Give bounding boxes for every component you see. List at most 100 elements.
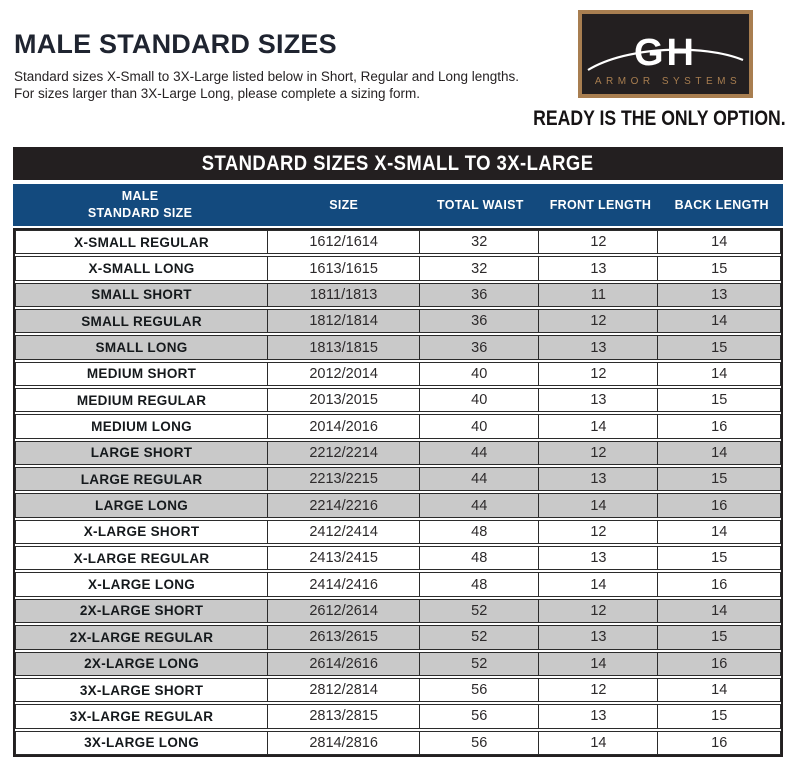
cell-size: 2013/2015 — [268, 389, 421, 412]
cell-standard-size: LARGE LONG — [16, 494, 269, 517]
table-row: MEDIUM LONG 2014/2016 40 14 16 — [15, 414, 781, 439]
table-row: 2X-LARGE SHORT 2612/2614 52 12 14 — [15, 598, 781, 624]
cell-size: 2814/2816 — [268, 731, 421, 754]
cell-size: 2413/2415 — [268, 547, 421, 570]
cell-front-length: 12 — [539, 310, 659, 333]
cell-standard-size: 3X-LARGE REGULAR — [16, 705, 269, 728]
table-banner-text: STANDARD SIZES X-SMALL TO 3X-LARGE — [202, 151, 594, 175]
column-header-front-length: FRONT LENGTH — [549, 197, 652, 212]
cell-front-length: 12 — [539, 678, 659, 702]
logo-graphic: GH ARMOR SYSTEMS — [587, 32, 744, 87]
cell-total-waist: 48 — [420, 520, 540, 544]
cell-back-length: 14 — [711, 444, 728, 461]
cell-front-length: 12 — [539, 441, 659, 465]
cell-total-waist: 40 — [420, 389, 540, 412]
cell-back-length: 15 — [711, 550, 728, 567]
gh-armor-systems-logo: GH ARMOR SYSTEMS — [578, 10, 753, 98]
cell-size: 2213/2215 — [268, 468, 421, 491]
cell-back-length: 16 — [711, 497, 728, 514]
cell-back-length: 16 — [711, 418, 728, 435]
cell-size: 2812/2814 — [268, 678, 421, 702]
cell-total-waist: 52 — [420, 599, 540, 623]
cell-front-length: 13 — [539, 257, 659, 280]
cell-back-length: 16 — [711, 576, 728, 593]
cell-standard-size: X-LARGE REGULAR — [16, 547, 269, 570]
cell-back-length: 14 — [711, 313, 728, 330]
cell-size: 2412/2414 — [268, 520, 421, 544]
cell-back-length: 13 — [711, 286, 728, 303]
brand-tagline: READY IS THE ONLY OPTION. — [533, 107, 786, 130]
cell-size: 2613/2615 — [268, 626, 421, 649]
cell-back-length: 15 — [711, 471, 728, 488]
cell-size: 1613/1615 — [268, 257, 421, 280]
cell-total-waist: 40 — [420, 362, 540, 386]
table-row: X-LARGE LONG 2414/2416 48 14 16 — [15, 572, 781, 597]
cell-total-waist: 44 — [420, 468, 540, 491]
cell-front-length: 11 — [539, 283, 659, 307]
page-title: MALE STANDARD SIZES — [14, 29, 337, 59]
cell-front-length: 14 — [539, 573, 659, 596]
cell-total-waist: 36 — [420, 310, 540, 333]
cell-standard-size: LARGE REGULAR — [16, 468, 269, 491]
column-header-male-standard-size: MALE STANDARD SIZE — [87, 189, 193, 220]
table-row: X-SMALL LONG 1613/1615 32 13 15 — [15, 256, 781, 281]
cell-standard-size: MEDIUM SHORT — [16, 362, 269, 386]
table-row: LARGE REGULAR 2213/2215 44 13 15 — [15, 467, 781, 492]
cell-standard-size: SMALL LONG — [16, 336, 269, 359]
table-row: 3X-LARGE REGULAR 2813/2815 56 13 15 — [15, 704, 781, 729]
table-row: SMALL SHORT 1811/1813 36 11 13 — [15, 282, 781, 308]
cell-front-length: 14 — [539, 731, 659, 754]
cell-back-length: 15 — [711, 392, 728, 409]
cell-total-waist: 56 — [420, 731, 540, 754]
cell-standard-size: 2X-LARGE REGULAR — [16, 626, 269, 649]
cell-standard-size: SMALL SHORT — [16, 283, 269, 307]
cell-size: 2012/2014 — [268, 362, 421, 386]
logo-swoosh — [587, 48, 744, 71]
cell-total-waist: 44 — [420, 494, 540, 517]
cell-size: 1612/1614 — [268, 231, 421, 254]
table-row: 2X-LARGE LONG 2614/2616 52 14 16 — [15, 651, 781, 676]
cell-size: 2014/2016 — [268, 415, 421, 438]
cell-front-length: 13 — [539, 705, 659, 728]
cell-back-length: 15 — [711, 339, 728, 356]
table-header-row: MALE STANDARD SIZE SIZE TOTAL WAIST FRON… — [13, 184, 783, 226]
cell-size: 1812/1814 — [268, 310, 421, 333]
cell-total-waist: 52 — [420, 652, 540, 675]
cell-front-length: 13 — [539, 547, 659, 570]
table-row: MEDIUM SHORT 2012/2014 40 12 14 — [15, 361, 781, 387]
table-row: SMALL LONG 1813/1815 36 13 15 — [15, 335, 781, 360]
cell-standard-size: MEDIUM REGULAR — [16, 389, 269, 412]
cell-size: 2813/2815 — [268, 705, 421, 728]
table-row: LARGE LONG 2214/2216 44 14 16 — [15, 493, 781, 518]
cell-standard-size: X-SMALL LONG — [16, 257, 269, 280]
cell-back-length: 14 — [711, 365, 728, 382]
cell-total-waist: 40 — [420, 415, 540, 438]
cell-back-length: 16 — [711, 734, 728, 751]
cell-back-length: 16 — [711, 655, 728, 672]
cell-total-waist: 48 — [420, 573, 540, 596]
cell-front-length: 12 — [539, 599, 659, 623]
cell-standard-size: 2X-LARGE LONG — [16, 652, 269, 675]
cell-total-waist: 52 — [420, 626, 540, 649]
cell-size: 2414/2416 — [268, 573, 421, 596]
cell-size: 1811/1813 — [268, 283, 421, 307]
cell-front-length: 13 — [539, 389, 659, 412]
cell-back-length: 14 — [711, 682, 728, 699]
cell-total-waist: 48 — [420, 547, 540, 570]
cell-front-length: 12 — [539, 362, 659, 386]
table-row: 3X-LARGE LONG 2814/2816 56 14 16 — [15, 730, 781, 755]
cell-total-waist: 56 — [420, 705, 540, 728]
table-row: MEDIUM REGULAR 2013/2015 40 13 15 — [15, 388, 781, 413]
table-banner: STANDARD SIZES X-SMALL TO 3X-LARGE — [13, 147, 783, 180]
cell-standard-size: X-LARGE SHORT — [16, 520, 269, 544]
cell-total-waist: 36 — [420, 283, 540, 307]
subtitle-line-1: Standard sizes X-Small to 3X-Large liste… — [14, 69, 520, 84]
cell-total-waist: 32 — [420, 257, 540, 280]
cell-size: 2614/2616 — [268, 652, 421, 675]
table-row: X-SMALL REGULAR 1612/1614 32 12 14 — [15, 230, 781, 255]
logo-brand-subtext: ARMOR SYSTEMS — [595, 76, 741, 87]
cell-back-length: 15 — [711, 708, 728, 725]
cell-standard-size: LARGE SHORT — [16, 441, 269, 465]
cell-front-length: 13 — [539, 336, 659, 359]
